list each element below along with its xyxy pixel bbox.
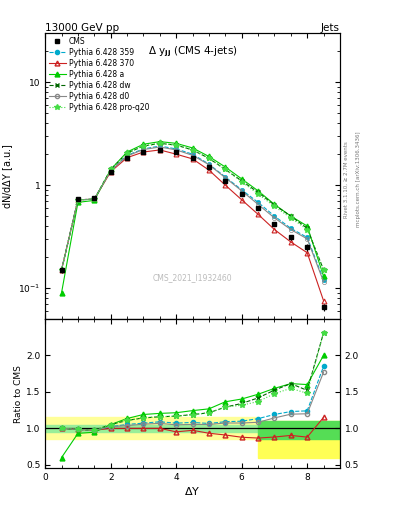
- Bar: [45, 424, 258, 432]
- X-axis label: $\Delta$Y: $\Delta$Y: [184, 485, 201, 497]
- Text: Rivet 3.1.10, ≥ 2.7M events: Rivet 3.1.10, ≥ 2.7M events: [344, 141, 349, 218]
- Bar: [258, 421, 340, 439]
- Text: CMS_2021_I1932460: CMS_2021_I1932460: [153, 273, 232, 282]
- Text: 13000 GeV pp: 13000 GeV pp: [45, 23, 119, 32]
- Text: $\Delta$ y$_{\mathbf{jj}}$ (CMS 4-jets): $\Delta$ y$_{\mathbf{jj}}$ (CMS 4-jets): [148, 45, 237, 59]
- Text: mcplots.cern.ch [arXiv:1306.3436]: mcplots.cern.ch [arXiv:1306.3436]: [356, 132, 361, 227]
- Bar: [45, 417, 258, 439]
- Y-axis label: Ratio to CMS: Ratio to CMS: [14, 365, 23, 422]
- Text: Jets: Jets: [321, 23, 340, 32]
- Legend: CMS, Pythia 6.428 359, Pythia 6.428 370, Pythia 6.428 a, Pythia 6.428 dw, Pythia: CMS, Pythia 6.428 359, Pythia 6.428 370,…: [48, 35, 151, 113]
- Y-axis label: dN/d$\Delta$Y [a.u.]: dN/d$\Delta$Y [a.u.]: [2, 143, 15, 209]
- Bar: [258, 421, 340, 458]
